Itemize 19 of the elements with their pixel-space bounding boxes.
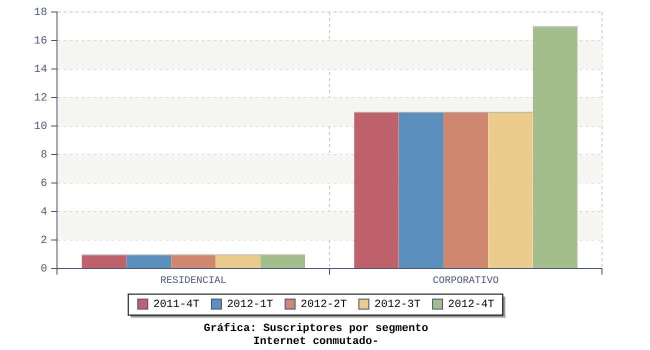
legend-label: 2012-3T (374, 299, 421, 312)
y-tick-label: 18 (34, 6, 48, 19)
legend-label: 2011-4T (153, 299, 200, 312)
y-tick-label: 8 (40, 149, 48, 162)
text: Gráfica: Suscriptores por segmento (204, 322, 429, 335)
legend-label: 2012-2T (300, 299, 348, 312)
text: Internet conmutado- (253, 336, 379, 348)
legend-label: 2012-1T (226, 299, 274, 312)
y-tick-label: 14 (34, 64, 48, 76)
y-tick-label: 2 (40, 234, 48, 247)
y-tick-label: 10 (34, 120, 48, 133)
x-tick-label: CORPORATIVO (432, 276, 499, 288)
x-tick-label: RESIDENCIAL (160, 276, 226, 288)
y-tick-label: 4 (40, 206, 48, 218)
y-tick-label: 0 (40, 264, 48, 276)
y-tick-label: 12 (34, 92, 48, 104)
y-tick-label: 16 (34, 35, 48, 48)
y-tick-label: 6 (40, 178, 48, 190)
legend-label: 2012-4T (448, 299, 495, 312)
